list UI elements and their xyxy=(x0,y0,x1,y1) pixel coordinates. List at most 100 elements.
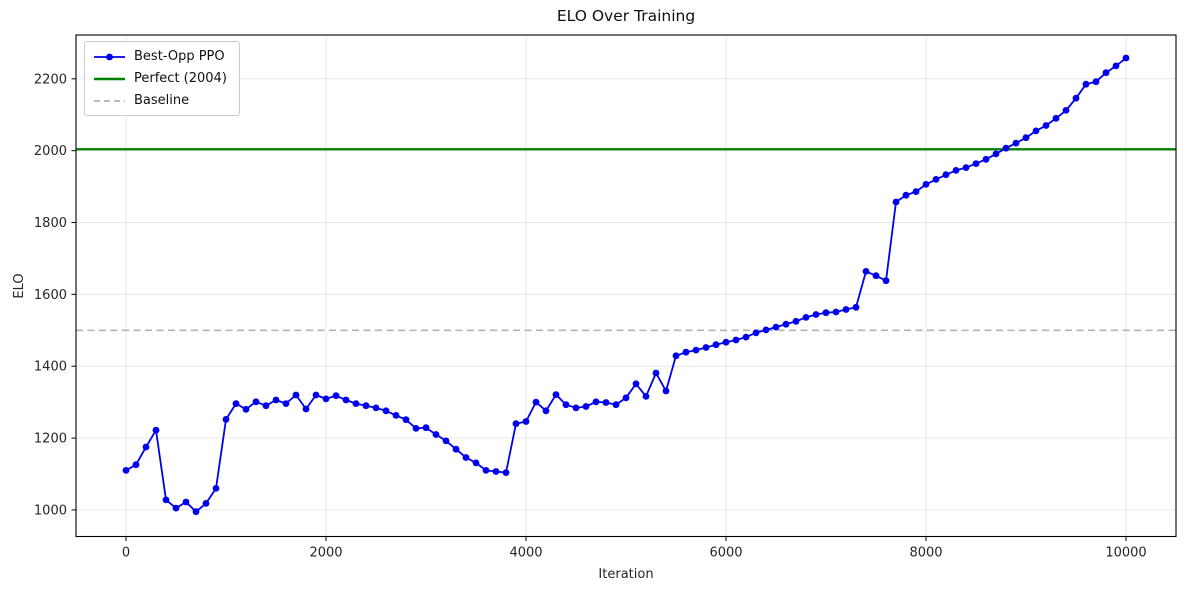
y-tick-label: 2000 xyxy=(34,144,67,159)
data-point xyxy=(552,391,560,398)
data-point xyxy=(462,454,470,461)
data-point xyxy=(522,418,530,425)
data-point xyxy=(582,403,590,410)
data-point xyxy=(732,336,740,344)
data-point xyxy=(742,333,750,341)
data-point xyxy=(332,392,340,400)
data-point xyxy=(852,303,860,311)
data-point xyxy=(912,188,920,196)
x-tick-label: 8000 xyxy=(909,546,942,561)
data-point xyxy=(652,369,660,377)
data-point xyxy=(342,396,350,404)
data-point xyxy=(692,346,700,354)
x-tick-label: 10000 xyxy=(1105,546,1146,561)
x-tick-label: 4000 xyxy=(509,546,542,561)
data-point xyxy=(902,191,910,199)
data-point xyxy=(1072,94,1080,102)
y-tick-label: 1600 xyxy=(34,288,67,303)
data-point xyxy=(642,393,650,400)
y-tick-label: 1000 xyxy=(34,503,67,518)
reference-lines xyxy=(76,148,1176,332)
legend-label: Perfect (2004) xyxy=(134,71,227,86)
data-point xyxy=(352,400,360,407)
data-point xyxy=(942,171,950,179)
data-point xyxy=(422,424,430,432)
data-point xyxy=(592,398,600,406)
data-point xyxy=(772,323,780,331)
data-point xyxy=(1002,144,1010,152)
legend-swatch-line-icon xyxy=(94,77,125,80)
data-point xyxy=(562,401,570,409)
data-point xyxy=(402,416,410,424)
data-point xyxy=(472,459,480,467)
data-point xyxy=(362,402,370,410)
legend-swatch-dashed-line-icon xyxy=(94,99,125,102)
data-point xyxy=(1102,69,1110,77)
data-point xyxy=(672,352,680,360)
axes: 0 2000 4000 6000 8000 10000 1000 1200 1400 1600 18… xyxy=(34,34,1177,561)
data-point xyxy=(832,308,840,316)
data-point xyxy=(622,394,630,402)
data-point xyxy=(1042,122,1050,129)
data-point xyxy=(1012,139,1020,147)
data-point xyxy=(162,496,170,504)
data-point xyxy=(212,485,220,492)
data-point xyxy=(612,401,620,409)
data-point xyxy=(322,395,330,403)
x-tick-label: 2000 xyxy=(309,546,342,561)
legend-label: Baseline xyxy=(134,93,190,108)
data-point xyxy=(512,420,520,428)
chart-title: ELO Over Training xyxy=(557,7,695,25)
series-line xyxy=(125,57,1127,513)
data-point xyxy=(952,167,960,174)
gridlines xyxy=(76,35,1176,537)
x-axis-label: Iteration xyxy=(598,567,653,582)
data-point xyxy=(1032,127,1040,135)
data-point xyxy=(922,181,930,188)
data-point xyxy=(932,176,940,183)
data-point xyxy=(532,398,540,406)
data-point xyxy=(822,309,830,317)
legend-row: Best-Opp PPO xyxy=(93,48,227,65)
data-point xyxy=(282,400,290,407)
data-point xyxy=(752,329,760,337)
data-point xyxy=(1062,107,1070,114)
data-point xyxy=(712,341,720,349)
x-tick-label: 0 xyxy=(122,546,130,561)
data-point xyxy=(272,396,280,404)
data-point xyxy=(682,348,690,356)
data-point xyxy=(572,404,580,412)
data-point xyxy=(172,504,180,512)
data-point xyxy=(1052,114,1060,122)
data-point xyxy=(892,198,900,206)
data-point xyxy=(382,407,390,415)
data-point xyxy=(242,405,250,413)
legend-label: Best-Opp PPO xyxy=(134,49,225,64)
data-point xyxy=(412,425,420,432)
data-point xyxy=(262,402,270,410)
data-point xyxy=(992,150,1000,158)
data-point xyxy=(502,469,510,476)
data-point xyxy=(962,164,970,172)
data-point xyxy=(452,445,460,453)
data-point xyxy=(152,426,160,434)
legend: Best-Opp PPO Perfect (2004) Baseline xyxy=(84,41,240,116)
data-point xyxy=(1082,80,1090,88)
legend-swatch-line-marker-icon xyxy=(94,53,125,60)
y-tick-label: 1800 xyxy=(34,216,67,231)
data-point xyxy=(602,399,610,406)
data-point xyxy=(222,416,230,423)
data-point xyxy=(492,468,500,475)
data-point xyxy=(302,405,310,413)
data-point xyxy=(252,398,260,406)
data-point xyxy=(482,467,490,474)
data-point xyxy=(1022,134,1030,142)
data-point xyxy=(192,508,200,516)
data-point xyxy=(662,387,670,395)
data-point xyxy=(122,467,130,474)
legend-row: Perfect (2004) xyxy=(93,70,227,87)
data-point xyxy=(632,380,640,388)
data-point xyxy=(802,314,810,321)
